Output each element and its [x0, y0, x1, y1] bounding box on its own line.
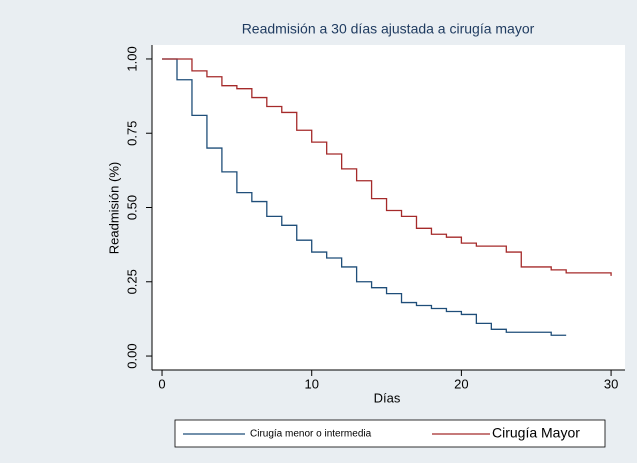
- plot-area: [152, 45, 625, 370]
- y-tick-label: 0.75: [124, 121, 139, 146]
- series-line: [162, 58, 612, 276]
- x-tick-label: 30: [604, 376, 618, 391]
- y-tick-label: 0.00: [124, 343, 139, 368]
- y-tick-label: 1.00: [124, 46, 139, 71]
- x-tick-label: 10: [304, 376, 318, 391]
- x-tick-label: 0: [158, 376, 165, 391]
- y-tick-label: 0.50: [124, 195, 139, 220]
- y-tick-label: 0.25: [124, 269, 139, 294]
- x-tick-label: 20: [454, 376, 468, 391]
- chart-title: Readmisión a 30 días ajustada a cirugía …: [242, 21, 535, 37]
- legend-label: Cirugía menor o intermedia: [250, 429, 372, 440]
- legend-label: Cirugía Mayor: [492, 425, 580, 441]
- x-axis-title: Días: [374, 390, 401, 405]
- y-axis-title: Readmisión (%): [106, 162, 121, 254]
- legend: [174, 419, 606, 448]
- series-line: [162, 58, 567, 336]
